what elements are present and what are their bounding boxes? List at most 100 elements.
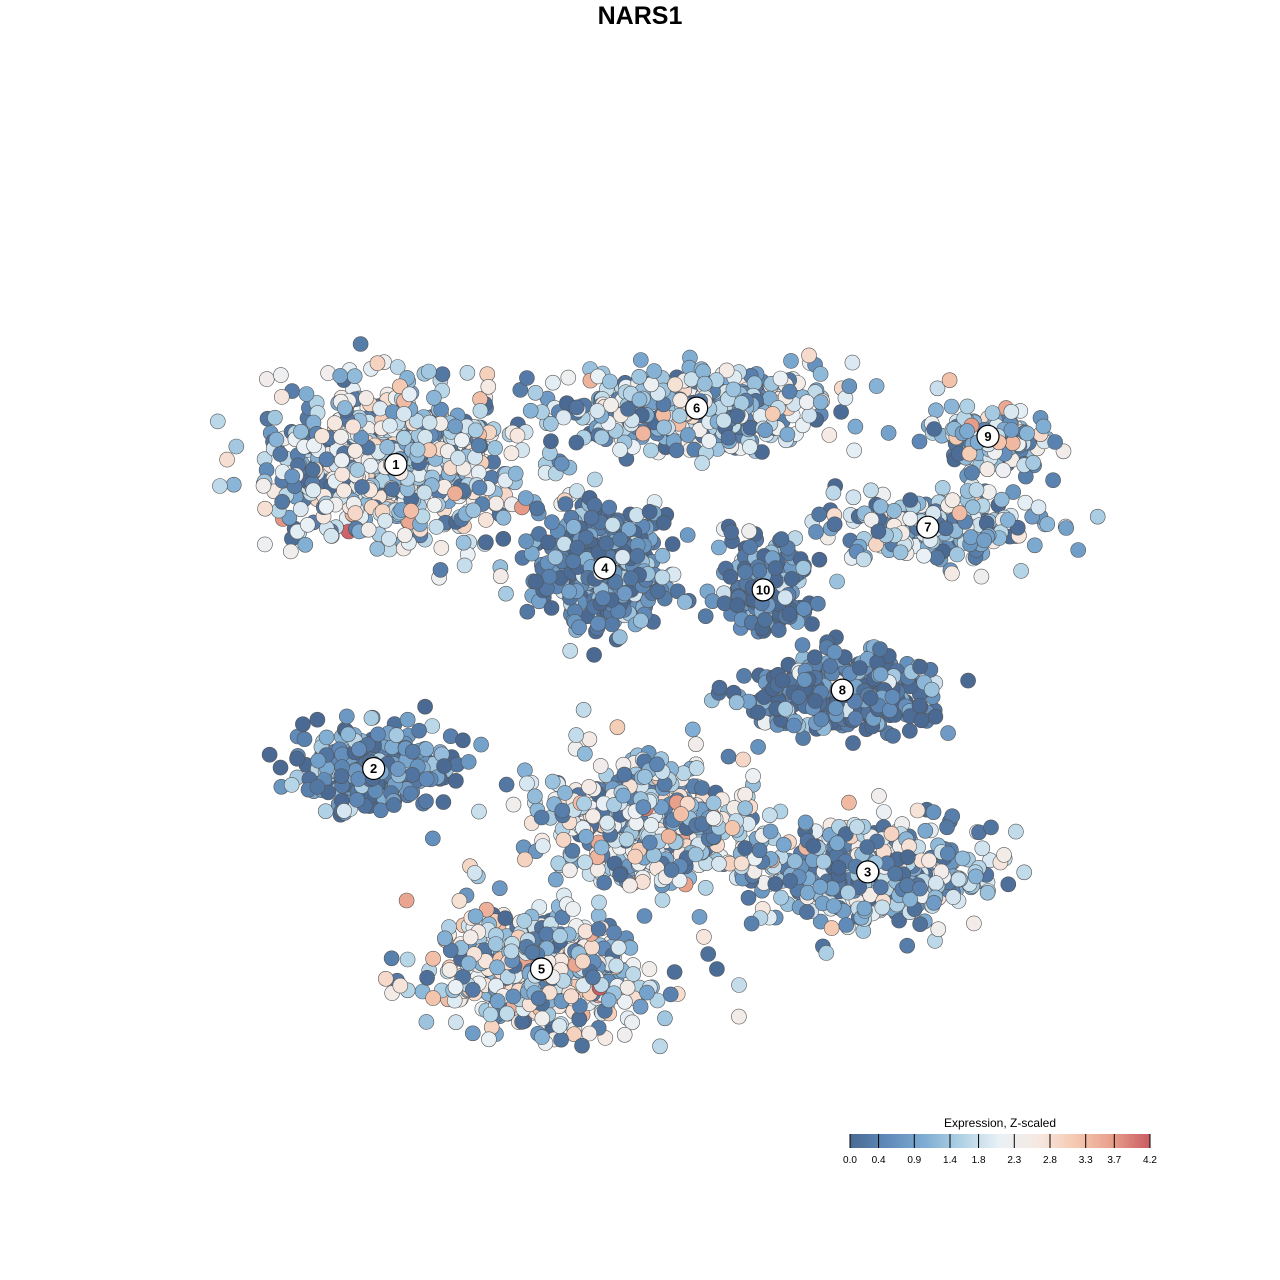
cell-point: [694, 780, 710, 796]
cell-point: [529, 500, 546, 517]
cell-point: [575, 701, 592, 718]
cell-point: [379, 439, 396, 455]
cell-point: [1000, 512, 1016, 528]
cell-point: [773, 531, 790, 547]
cell-point: [482, 1006, 499, 1023]
cell-point: [872, 879, 889, 896]
legend-tick-label: 1.4: [943, 1155, 957, 1166]
cell-point: [724, 820, 741, 836]
cell-point: [696, 375, 713, 392]
cell-point: [392, 977, 409, 994]
cell-point: [602, 373, 618, 390]
cell-point: [581, 779, 597, 795]
cell-point: [656, 419, 672, 436]
cell-point: [456, 557, 473, 574]
cell-point: [267, 409, 283, 426]
legend-tick-label: 0.0: [843, 1155, 857, 1166]
cell-point: [917, 822, 934, 839]
cell-point: [360, 521, 377, 538]
cell-point: [517, 851, 533, 868]
cell-point: [1004, 435, 1021, 452]
cell-point: [436, 758, 452, 774]
cell-point: [668, 442, 685, 459]
cell-point: [608, 957, 625, 974]
cell-point: [783, 571, 800, 587]
cell-point: [383, 950, 400, 967]
cell-point: [403, 502, 419, 519]
cell-point: [830, 859, 847, 876]
cell-point: [317, 803, 334, 820]
cell-point: [943, 398, 960, 415]
cell-point: [419, 969, 435, 986]
cell-point: [228, 438, 245, 455]
cell-point: [849, 819, 865, 835]
cell-point: [851, 660, 868, 676]
cell-point: [1089, 508, 1106, 525]
cell-point: [447, 485, 463, 502]
cell-point: [358, 390, 374, 406]
cell-point: [310, 752, 327, 769]
cluster-label-text: 8: [839, 683, 846, 698]
cell-point: [489, 993, 506, 1009]
cell-point: [825, 898, 842, 914]
legend-title: Expression, Z-scaled: [943, 1116, 1057, 1130]
cluster-label-text: 10: [756, 582, 770, 597]
cell-point: [928, 875, 944, 891]
cell-point: [899, 937, 916, 954]
cell-point: [584, 939, 600, 956]
cell-point: [923, 681, 940, 698]
cell-point: [662, 986, 679, 1003]
cell-point: [627, 848, 644, 865]
cell-point: [966, 915, 982, 932]
cell-point: [796, 671, 813, 688]
cell-point: [495, 509, 512, 526]
cell-point: [428, 519, 445, 535]
cell-point: [333, 768, 350, 785]
cell-point: [369, 540, 386, 557]
cell-point: [729, 597, 746, 614]
cell-point: [533, 809, 550, 826]
cell-point: [688, 736, 704, 753]
cell-point: [1017, 494, 1034, 511]
cell-point: [349, 792, 365, 808]
cell-point: [565, 519, 582, 535]
cell-point: [764, 406, 781, 422]
cell-point: [643, 817, 660, 833]
cell-point: [318, 451, 335, 468]
cell-point: [743, 915, 760, 932]
cluster-label-7: 7: [916, 515, 940, 539]
cell-point: [859, 839, 876, 855]
cell-point: [705, 795, 722, 811]
cluster-label-5: 5: [529, 957, 554, 981]
cell-point: [750, 704, 766, 721]
cell-point: [273, 389, 290, 405]
cell-point: [464, 981, 481, 998]
cell-point: [959, 398, 976, 415]
cell-point: [435, 794, 452, 810]
cell-point: [639, 984, 655, 1001]
cell-point: [677, 594, 693, 610]
cell-point: [557, 496, 574, 512]
chart-title: NARS1: [597, 2, 683, 30]
cell-point: [797, 814, 814, 831]
cell-point: [911, 697, 928, 714]
cell-point: [939, 845, 956, 862]
cell-point: [691, 909, 708, 925]
cell-point: [777, 701, 794, 717]
cell-point: [336, 482, 352, 499]
cell-point: [581, 731, 598, 748]
cell-point: [332, 368, 349, 384]
cell-point: [455, 534, 472, 551]
cell-point: [465, 502, 482, 519]
cell-point: [562, 642, 579, 659]
cell-point: [667, 376, 683, 393]
cell-point: [261, 746, 278, 763]
cell-point: [770, 622, 787, 638]
cell-point: [757, 611, 773, 628]
cell-point: [654, 569, 671, 586]
cell-point: [333, 428, 349, 445]
cell-point: [426, 389, 442, 406]
cell-point: [272, 759, 289, 776]
cell-point: [757, 422, 774, 439]
